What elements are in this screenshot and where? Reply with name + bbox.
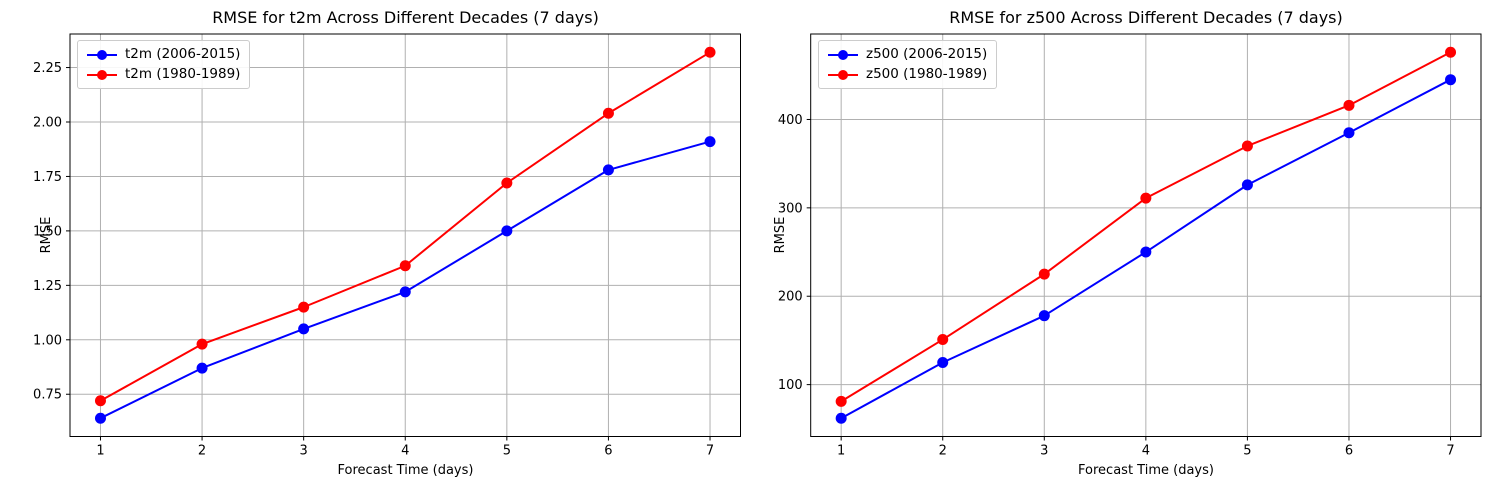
data-point	[1343, 127, 1355, 139]
data-point	[196, 362, 208, 374]
data-point	[1445, 74, 1457, 86]
data-point	[196, 338, 208, 350]
data-point	[602, 164, 614, 176]
x-tick-label: 7	[706, 444, 714, 459]
legend-label: z500 (1980-1989)	[866, 66, 988, 82]
data-point	[937, 334, 949, 346]
legend-line-marker-icon	[828, 49, 858, 60]
legend-line-marker-icon	[87, 69, 117, 80]
x-tick-label: 5	[503, 444, 511, 459]
data-point	[1241, 179, 1253, 191]
x-tick-label: 1	[96, 444, 104, 459]
y-tick-label: 2.25	[33, 61, 62, 76]
chart-title-z500: RMSE for z500 Across Different Decades (…	[949, 8, 1343, 27]
data-point	[1038, 268, 1050, 280]
y-tick-label: 200	[778, 290, 803, 305]
data-point	[1038, 310, 1050, 322]
data-point	[1241, 140, 1253, 152]
chart-title-t2m: RMSE for t2m Across Different Decades (7…	[212, 8, 599, 27]
y-tick-label: 100	[778, 378, 803, 393]
y-axis-label-t2m: RMSE	[39, 216, 54, 254]
y-axis-label-z500: RMSE	[773, 216, 788, 254]
x-tick-label: 6	[604, 444, 612, 459]
legend-t2m: t2m (2006-2015) t2m (1980-1989)	[77, 40, 251, 89]
x-tick-label: 4	[401, 444, 409, 459]
data-point	[298, 323, 310, 335]
data-point	[399, 286, 411, 298]
y-tick-label: 1.50	[33, 224, 62, 239]
legend-label: t2m (1980-1989)	[125, 66, 241, 82]
data-point	[1343, 99, 1355, 111]
legend-line-marker-icon	[828, 69, 858, 80]
legend-z500: z500 (2006-2015) z500 (1980-1989)	[818, 40, 998, 89]
data-point	[1445, 46, 1457, 58]
y-tick-label: 1.75	[33, 170, 62, 185]
x-tick-label: 6	[1345, 444, 1353, 459]
legend-item: t2m (1980-1989)	[87, 66, 240, 83]
data-point	[835, 412, 847, 424]
data-point	[1140, 246, 1152, 258]
x-tick-label: 2	[198, 444, 206, 459]
y-tick-label: 400	[778, 113, 803, 128]
data-point	[94, 395, 106, 407]
y-tick-label: 1.25	[33, 279, 62, 294]
x-axis-label-t2m: Forecast Time (days)	[337, 463, 474, 478]
y-tick-label: 300	[778, 201, 803, 216]
data-point	[298, 301, 310, 313]
x-tick-label: 4	[1142, 444, 1150, 459]
data-point	[835, 395, 847, 407]
data-point	[501, 177, 513, 189]
legend-item: z500 (1980-1989)	[828, 66, 987, 83]
y-tick-label: 1.00	[33, 333, 62, 348]
y-tick-label: 0.75	[33, 388, 62, 403]
data-point	[399, 260, 411, 272]
y-tick-label: 2.00	[33, 115, 62, 130]
x-axis-label-z500: Forecast Time (days)	[1078, 463, 1214, 478]
x-tick-label: 5	[1243, 444, 1251, 459]
legend-label: z500 (2006-2015)	[866, 46, 988, 62]
data-point	[602, 107, 614, 119]
x-tick-label: 2	[939, 444, 947, 459]
legend-label: t2m (2006-2015)	[125, 46, 241, 62]
data-point	[1140, 192, 1152, 204]
x-tick-label: 3	[300, 444, 308, 459]
data-point	[704, 46, 716, 58]
data-point	[501, 225, 513, 237]
x-tick-label: 3	[1040, 444, 1048, 459]
x-tick-label: 7	[1446, 444, 1454, 459]
data-point	[94, 412, 106, 424]
data-point	[937, 357, 949, 369]
data-point	[704, 136, 716, 148]
legend-item: z500 (2006-2015)	[828, 46, 987, 63]
legend-item: t2m (2006-2015)	[87, 46, 240, 63]
x-tick-label: 1	[837, 444, 845, 459]
legend-line-marker-icon	[87, 49, 117, 60]
